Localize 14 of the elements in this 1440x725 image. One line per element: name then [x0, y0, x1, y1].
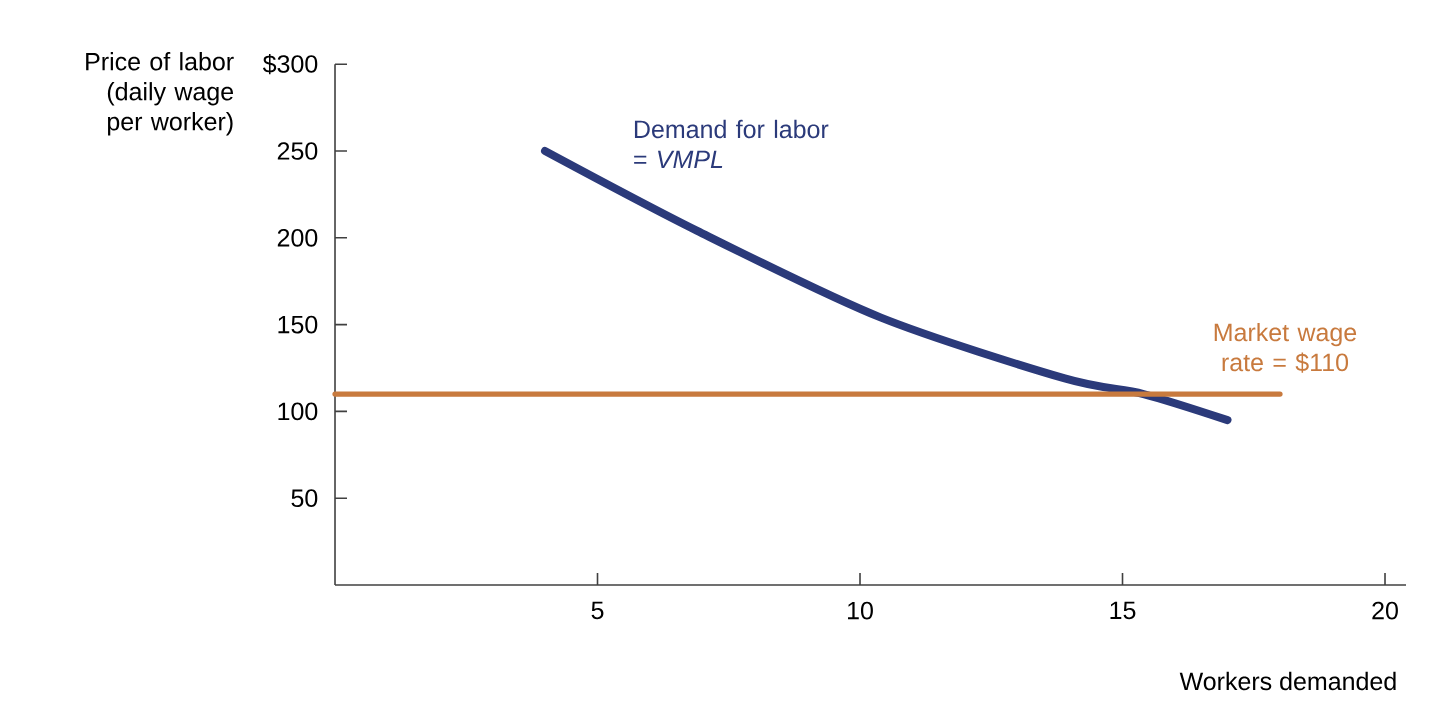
- x-tick-label: 20: [1372, 601, 1398, 620]
- y-tick-label: 250: [277, 142, 318, 160]
- y-tick-label: 50: [291, 489, 318, 508]
- x-axis-title: Workers demanded: [1179, 671, 1396, 691]
- x-tick-label: 15: [1110, 601, 1136, 620]
- series-label: Demand for labor = VMPL: [634, 119, 829, 168]
- y-tick-label: 200: [277, 228, 318, 247]
- y-tick-label: 150: [278, 315, 318, 334]
- x-tick-label: 5: [591, 601, 604, 620]
- y-tick-label: 100: [278, 402, 318, 421]
- y-tick-label: $300: [262, 54, 318, 75]
- series-label: Market wage rate = $110: [1214, 322, 1357, 373]
- x-tick-label: 10: [848, 601, 873, 620]
- y-axis-title: Price of labor (daily wage per worker): [86, 52, 234, 136]
